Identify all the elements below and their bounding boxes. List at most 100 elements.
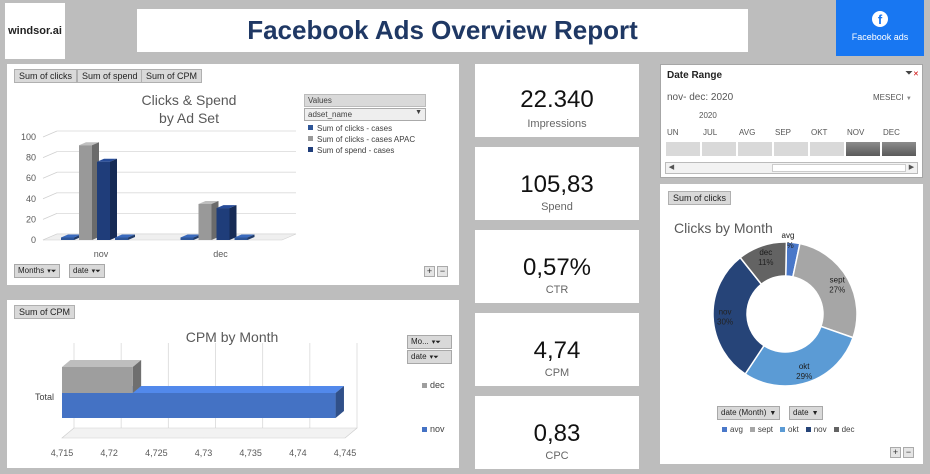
- sum-of-clicks-button[interactable]: Sum of clicks: [14, 69, 78, 83]
- cpm-months-label: Mo...: [411, 337, 429, 346]
- x-tick-label: 4,72: [100, 448, 118, 458]
- cpm-months-filter[interactable]: Mo... ▾⏷: [407, 335, 452, 349]
- timeline-months: UN JUL AVG SEP OKT NOV DEC: [665, 128, 917, 158]
- values-header: Values: [304, 94, 426, 107]
- slice-pct: 11%: [758, 258, 773, 267]
- date-range-title: Date Range: [667, 70, 723, 81]
- x-tick-label: 4,725: [145, 448, 168, 458]
- cpm-date-filter[interactable]: date ▾⏷: [407, 350, 452, 364]
- donut-legend: avg sept okt nov dec: [722, 425, 862, 434]
- timeline-month-bar[interactable]: [810, 142, 844, 156]
- cpm-chart: CPM by Month 4,715 4,72 4,725 4,73 4,735 4,74 4…: [35, 329, 358, 458]
- slice-label: dec: [759, 248, 772, 257]
- filter-icon: ▾⏷: [91, 268, 101, 275]
- bar: [216, 208, 230, 240]
- kpi-value: 22.340: [520, 86, 594, 113]
- kpi-value: 0,57%: [522, 254, 592, 281]
- months-filter-label: Months: [18, 266, 45, 275]
- timeline-month-label: DEC: [883, 128, 900, 137]
- timeline-month-bar[interactable]: [846, 142, 880, 156]
- legend-swatch: [308, 147, 313, 152]
- bar-side: [132, 360, 142, 393]
- sum-of-cpm-button[interactable]: Sum of CPM: [141, 69, 203, 83]
- time-unit-select[interactable]: MESECI ▼: [873, 93, 912, 102]
- bar-side: [110, 158, 117, 240]
- x-tick-label: 4,745: [334, 448, 357, 458]
- legend-label: nov: [430, 424, 445, 434]
- legend-label: Sum of clicks - cases APAC: [317, 135, 416, 144]
- kpi-label: Impressions: [527, 118, 587, 130]
- legend-item: avg: [722, 425, 743, 434]
- legend-swatch: [749, 427, 755, 432]
- y-tick-label: 0: [31, 235, 36, 245]
- expand-button[interactable]: +: [424, 266, 435, 277]
- gridline: [42, 213, 58, 220]
- donut-slice: [791, 242, 858, 339]
- kpi-spend: 105,83 Spend: [475, 147, 639, 220]
- bar: [61, 237, 74, 240]
- time-unit-label: MESECI: [873, 93, 904, 102]
- chart-title: Clicks by Month: [674, 220, 773, 236]
- timeline-month-label: JUL: [703, 128, 718, 137]
- bar-top: [79, 142, 99, 146]
- scroll-thumb[interactable]: [772, 164, 906, 172]
- expand-button[interactable]: +: [890, 447, 901, 458]
- legend-swatch: [422, 383, 427, 388]
- bar-top: [198, 200, 219, 204]
- adset-name-select[interactable]: adset_name ▼: [304, 108, 426, 121]
- cpm-panel: Sum of CPM CPM by Month 4,715 4,72 4,725 4,7…: [7, 300, 459, 468]
- legend-label: Sum of spend - cases: [317, 146, 395, 155]
- timeline-month-bar[interactable]: [702, 142, 736, 156]
- legend-swatch: [780, 427, 786, 432]
- legend-label: sept: [757, 425, 774, 434]
- collapse-button[interactable]: −: [437, 266, 448, 277]
- kpi-value: 4,74: [533, 337, 581, 364]
- date-filter-donut[interactable]: date ▼: [789, 406, 823, 420]
- y-tick-label: Total: [35, 392, 54, 402]
- timeline-month-bar[interactable]: [882, 142, 916, 156]
- facebook-ads-button[interactable]: f Facebook ads: [836, 0, 924, 56]
- gridline: [42, 130, 58, 138]
- gridline: [42, 151, 58, 158]
- bar: [79, 145, 92, 240]
- legend-item: nov: [805, 425, 827, 434]
- chart-title: by Ad Set: [159, 110, 219, 126]
- timeline-month-label: NOV: [847, 128, 865, 137]
- x-tick-label: 4,74: [289, 448, 307, 458]
- chart-title: Clicks & Spend: [142, 92, 237, 108]
- timeline-month-bar[interactable]: [774, 142, 808, 156]
- date-month-filter[interactable]: date (Month) ▼: [717, 406, 781, 420]
- clicks-spend-chart: Clicks & Spend by Ad Set 0 20 40 60 80 100 nov de…: [21, 92, 297, 259]
- timeline-month-label: OKT: [811, 128, 828, 137]
- x-tick-label: nov: [94, 249, 109, 259]
- bar-top: [97, 158, 117, 162]
- x-tick-label: 4,715: [51, 448, 74, 458]
- kpi-value: 0,83: [533, 420, 581, 447]
- timeline-month-label: SEP: [775, 128, 792, 137]
- title-box: Facebook Ads Overview Report: [137, 9, 748, 52]
- slice-pct: 30%: [717, 318, 733, 327]
- date-month-label: date (Month): [721, 408, 767, 417]
- timeline-scrollbar[interactable]: ◀ ▶: [665, 162, 918, 174]
- chevron-down-icon: ▼: [905, 96, 912, 102]
- legend-swatch: [805, 427, 811, 432]
- kpi-label: CPC: [545, 450, 569, 462]
- sum-of-spend-button[interactable]: Sum of spend: [77, 69, 143, 83]
- clear-filter-icon[interactable]: ⏷✕: [905, 68, 919, 79]
- timeline-month-bar[interactable]: [738, 142, 772, 156]
- scroll-left-icon[interactable]: ◀: [668, 164, 675, 171]
- sum-of-clicks-button-2[interactable]: Sum of clicks: [668, 191, 732, 205]
- bar: [62, 393, 336, 418]
- y-tick-label: 80: [26, 153, 36, 163]
- scroll-right-icon[interactable]: ▶: [908, 164, 915, 171]
- slice-pct: 29%: [796, 372, 812, 381]
- collapse-button[interactable]: −: [903, 447, 914, 458]
- date-filter[interactable]: date ▾⏷: [69, 264, 105, 278]
- y-tick-label: 40: [26, 194, 36, 204]
- timeline-month-bar[interactable]: [666, 142, 700, 156]
- facebook-icon: f: [872, 11, 888, 27]
- months-filter[interactable]: Months ▾⏷: [14, 264, 61, 278]
- legend-swatch: [422, 427, 427, 432]
- bar-top: [180, 234, 201, 238]
- sum-of-cpm-button-2[interactable]: Sum of CPM: [14, 305, 76, 319]
